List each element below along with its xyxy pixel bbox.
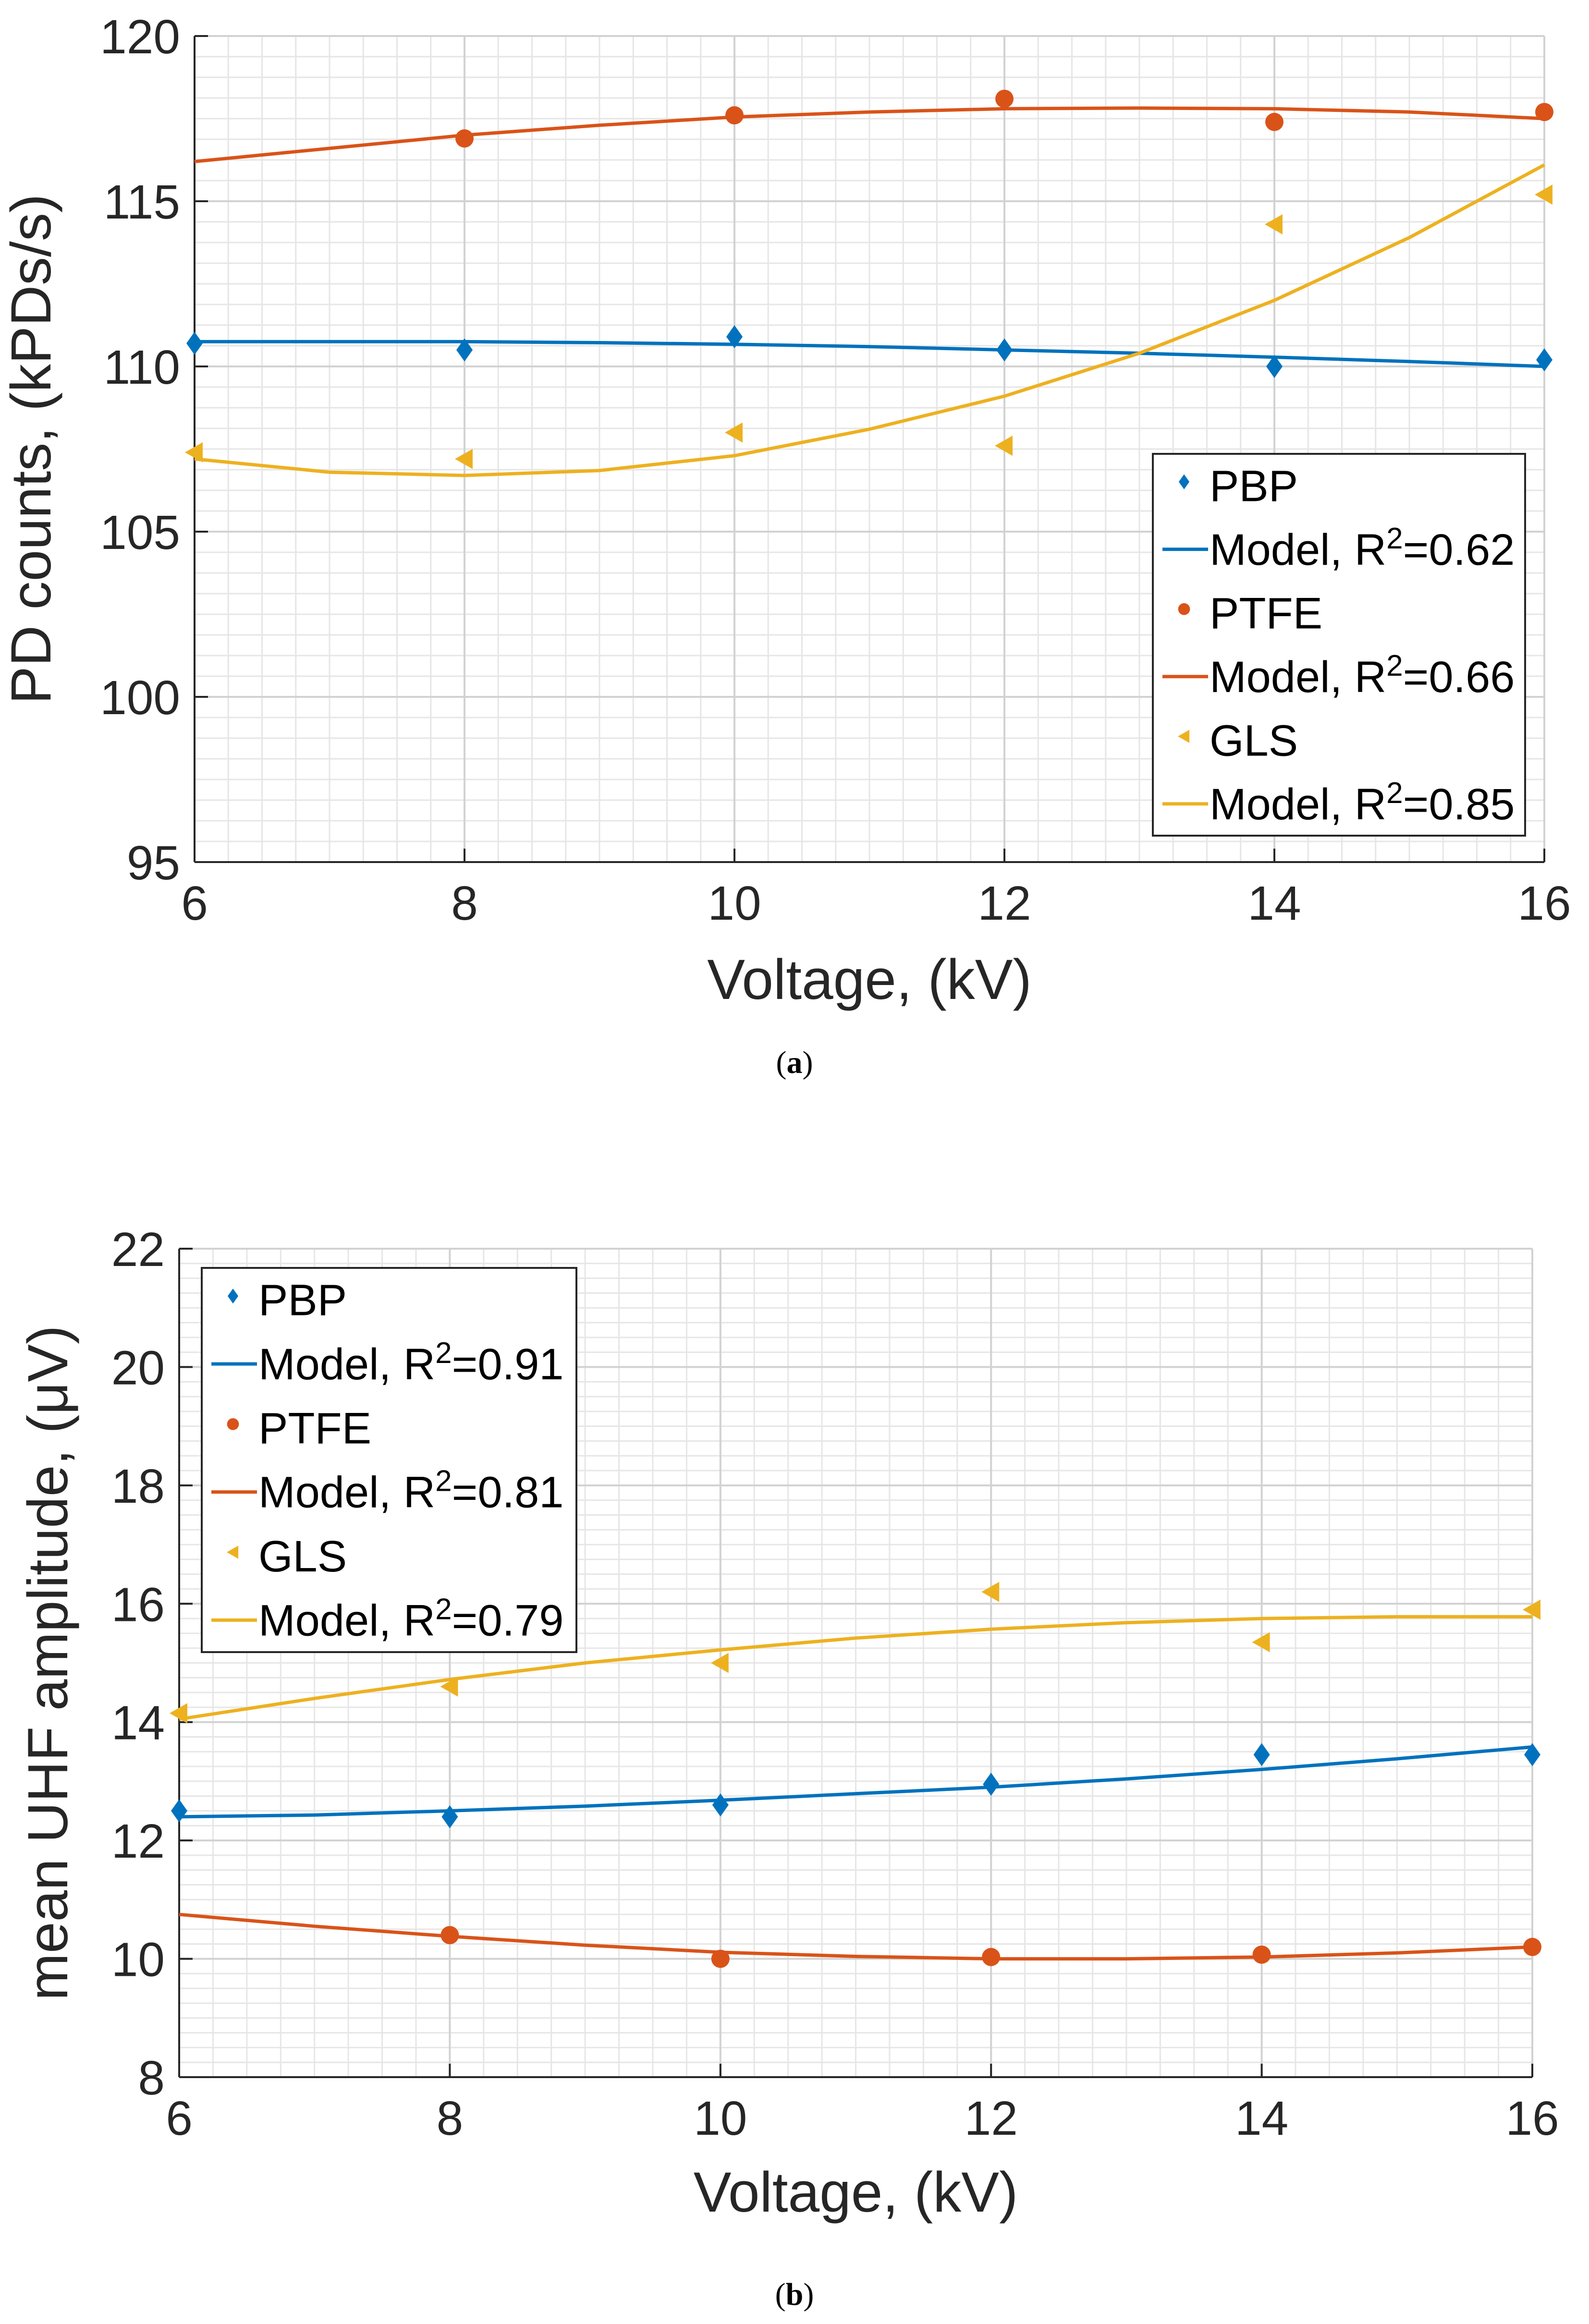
x-tick-label-a: 8 bbox=[451, 876, 478, 930]
legend-label-model-0-62-a: Model, R2=0.62 bbox=[1210, 522, 1515, 574]
legend-swatch-gls-a bbox=[1178, 730, 1190, 743]
data-point-gls-b bbox=[1523, 1599, 1540, 1620]
data-point-gls-a bbox=[1265, 214, 1283, 235]
y-tick-label-a: 100 bbox=[100, 671, 180, 725]
data-point-gls-b bbox=[981, 1582, 1000, 1602]
legend-swatch-ptfe-b bbox=[227, 1418, 239, 1430]
y-tick-label-b: 12 bbox=[111, 1814, 165, 1868]
x-axis-label-b: Voltage, (kV) bbox=[694, 2161, 1018, 2224]
y-tick-label-b: 18 bbox=[111, 1460, 165, 1513]
x-tick-label-a: 16 bbox=[1517, 876, 1571, 930]
data-point-pbp-b bbox=[983, 1773, 1000, 1796]
y-tick-label-b: 14 bbox=[111, 1696, 165, 1750]
legend-swatch-pbp-a bbox=[1178, 474, 1190, 489]
y-tick-label-a: 115 bbox=[104, 175, 180, 229]
y-tick-label-b: 20 bbox=[111, 1341, 165, 1395]
legend-swatch-ptfe-a bbox=[1178, 603, 1190, 615]
caption-b: (b) bbox=[775, 2277, 814, 2312]
legend-label-model-0-85-a: Model, R2=0.85 bbox=[1210, 776, 1515, 829]
x-tick-label-b: 12 bbox=[965, 2092, 1018, 2145]
data-point-pbp-a bbox=[726, 325, 743, 349]
legend-label-model-0-91-b: Model, R2=0.91 bbox=[258, 1337, 563, 1389]
x-tick-label-b: 14 bbox=[1235, 2092, 1288, 2145]
data-point-gls-a bbox=[725, 422, 743, 443]
legend-label-gls-a: GLS bbox=[1210, 716, 1298, 765]
data-point-ptfe-a bbox=[1265, 112, 1283, 131]
series-line-model-0-85-a bbox=[194, 163, 1545, 477]
data-point-pbp-a bbox=[1266, 355, 1283, 378]
y-tick-label-a: 105 bbox=[100, 506, 180, 560]
data-point-gls-a bbox=[185, 442, 203, 462]
x-tick-label-b: 6 bbox=[166, 2092, 193, 2145]
x-tick-label-b: 10 bbox=[694, 2092, 747, 2145]
y-tick-label-b: 16 bbox=[111, 1578, 165, 1631]
series-line-model-0-91-b bbox=[179, 1745, 1533, 1819]
data-point-ptfe-a bbox=[1535, 103, 1553, 122]
legend-label-model-0-66-a: Model, R2=0.66 bbox=[1210, 649, 1515, 702]
legend-box-b bbox=[201, 1267, 577, 1653]
y-tick-label-b: 8 bbox=[138, 2051, 165, 2105]
data-point-ptfe-b bbox=[711, 1949, 730, 1968]
data-point-gls-a bbox=[455, 449, 473, 469]
data-point-gls-a bbox=[995, 436, 1013, 456]
series-line-model-0-66-a bbox=[194, 106, 1545, 163]
x-tick-label-b: 8 bbox=[437, 2092, 464, 2145]
y-axis-label-a: PD counts, (kPDs/s) bbox=[0, 194, 63, 704]
data-point-gls-a bbox=[1535, 184, 1552, 205]
data-point-ptfe-a bbox=[455, 129, 474, 148]
legend-box-a bbox=[1152, 453, 1526, 837]
y-axis-label-b: mean UHF amplitude, (μV) bbox=[16, 1326, 80, 2001]
y-tick-label-a: 110 bbox=[104, 341, 180, 394]
x-tick-label-a: 6 bbox=[181, 876, 208, 930]
data-point-gls-b bbox=[1252, 1632, 1270, 1653]
data-point-pbp-a bbox=[456, 338, 473, 362]
x-tick-label-b: 16 bbox=[1505, 2092, 1559, 2145]
x-tick-label-a: 10 bbox=[708, 876, 761, 930]
legend-swatch-gls-b bbox=[227, 1545, 239, 1559]
data-point-ptfe-a bbox=[995, 89, 1014, 108]
y-tick-label-a: 120 bbox=[100, 10, 180, 64]
caption-letter-b: b bbox=[785, 2277, 804, 2312]
legend-label-model-0-81-b: Model, R2=0.81 bbox=[258, 1464, 563, 1517]
caption-a: (a) bbox=[776, 1045, 813, 1080]
series-line-model-0-79-b bbox=[179, 1615, 1532, 1721]
data-point-gls-b bbox=[440, 1676, 458, 1697]
chart-panel-a: 6 8 10 12 14 16 95 100 105 110 115 120 Voltage, (kV)… bbox=[0, 10, 1571, 1011]
legend-label-pbp-a: PBP bbox=[1210, 462, 1298, 511]
caption-letter-a: a bbox=[786, 1045, 803, 1080]
data-point-gls-b bbox=[710, 1653, 729, 1673]
x-tick-label-a: 12 bbox=[978, 876, 1031, 930]
series-line-model-0-81-b bbox=[179, 1912, 1533, 1961]
data-point-ptfe-b bbox=[982, 1947, 1001, 1966]
legend-label-pbp-b: PBP bbox=[258, 1276, 347, 1325]
y-tick-label-a: 95 bbox=[127, 836, 180, 890]
legend-label-ptfe-b: PTFE bbox=[258, 1404, 371, 1453]
legend-label-model-0-79-b: Model, R2=0.79 bbox=[258, 1593, 563, 1645]
x-axis-label-a: Voltage, (kV) bbox=[707, 948, 1032, 1011]
legend-b: PBP Model, R2=0.91 PTFE Model, R2=0.81 GLS Mo… bbox=[201, 1267, 577, 1653]
legend-a: PBP Model, R2=0.62 PTFE Model, R2=0.66 GLS Mo… bbox=[1152, 453, 1526, 837]
legend-label-ptfe-a: PTFE bbox=[1210, 589, 1322, 638]
y-tick-label-b: 10 bbox=[111, 1933, 165, 1987]
y-tick-label-b: 22 bbox=[111, 1223, 165, 1277]
data-point-ptfe-b bbox=[1252, 1945, 1271, 1964]
x-tick-label-a: 14 bbox=[1247, 876, 1301, 930]
data-point-pbp-b bbox=[1253, 1743, 1270, 1766]
legend-label-gls-b: GLS bbox=[258, 1532, 347, 1581]
series-line-model-0-62-a bbox=[195, 340, 1545, 368]
